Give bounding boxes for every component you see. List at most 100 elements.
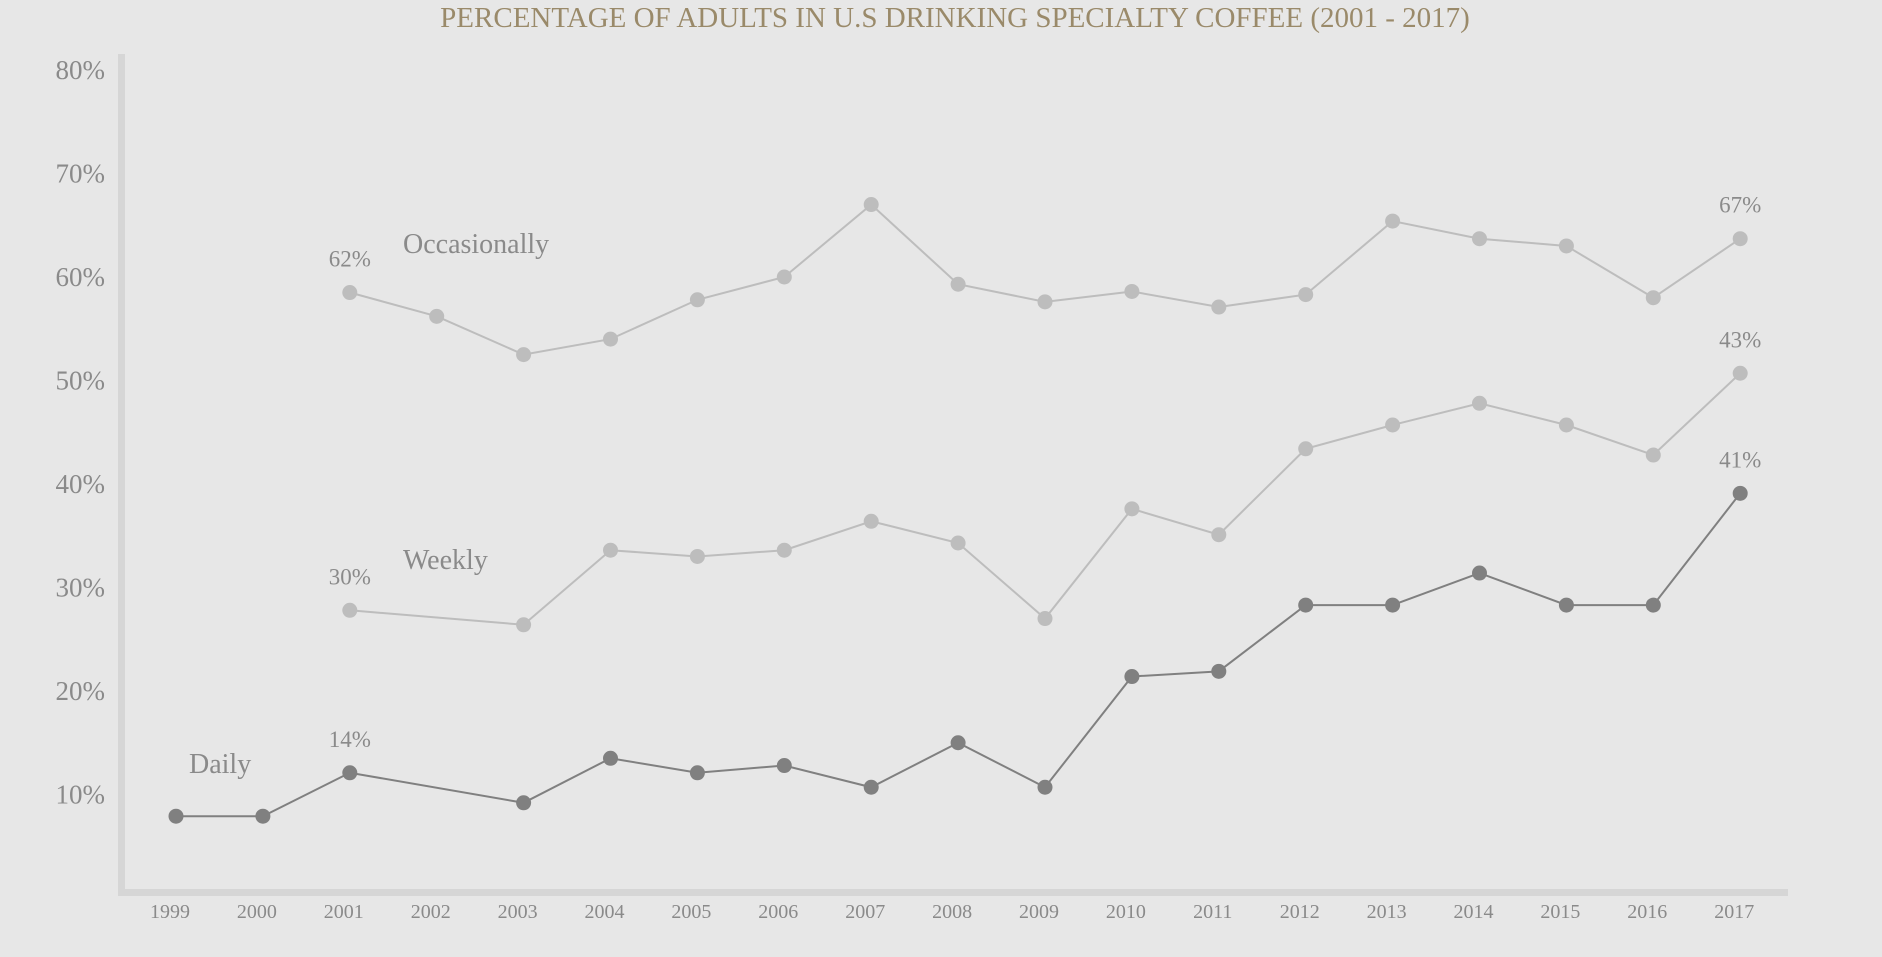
x-tick-label: 2011 <box>1193 901 1232 923</box>
data-point <box>1211 299 1227 315</box>
data-point <box>516 795 532 811</box>
y-tick-labels: 10% 20% 30% 40% 50% 60% 70% 80% <box>56 55 106 810</box>
data-point <box>168 808 184 824</box>
series-occasionally: 62% 67% <box>329 193 1761 363</box>
data-label: 62% <box>329 247 371 272</box>
data-point <box>255 808 271 824</box>
x-tick-label: 2000 <box>237 901 277 923</box>
data-point <box>689 548 705 564</box>
series-label-daily: Daily <box>189 749 251 780</box>
data-point <box>1385 597 1401 613</box>
data-point <box>1124 501 1140 517</box>
x-tick-label: 2009 <box>1019 901 1059 923</box>
data-point <box>1298 287 1314 303</box>
x-tick-label: 2001 <box>324 901 364 923</box>
series-line <box>349 372 1741 626</box>
data-point <box>1558 597 1574 613</box>
data-point <box>950 276 966 292</box>
x-tick-label: 2005 <box>671 901 711 923</box>
data-point <box>603 542 618 558</box>
data-point <box>689 292 705 308</box>
data-point <box>516 617 532 633</box>
y-axis-line <box>118 54 125 896</box>
data-point <box>950 535 966 551</box>
data-point <box>776 542 792 558</box>
data-point <box>1645 290 1661 306</box>
data-point <box>1732 485 1748 501</box>
data-point <box>1211 527 1227 543</box>
y-tick-label: 30% <box>56 573 106 603</box>
series-layer: 62% 67% 30% 43% 14% 41% <box>168 193 1761 824</box>
series-line <box>176 492 1741 818</box>
x-tick-label: 2008 <box>932 901 972 923</box>
data-point <box>1124 283 1140 299</box>
series-label-weekly: Weekly <box>403 545 488 576</box>
series-label-occasionally: Occasionally <box>403 229 549 260</box>
data-label: 14% <box>329 727 371 752</box>
data-label: 43% <box>1719 327 1761 352</box>
data-point <box>776 758 792 774</box>
x-tick-label: 2014 <box>1454 901 1494 923</box>
y-tick-label: 60% <box>56 262 106 292</box>
data-point <box>1645 447 1661 463</box>
chart-title: PERCENTAGE OF ADULTS IN U.S DRINKING SPE… <box>440 2 1470 34</box>
data-point <box>1385 213 1401 229</box>
series-daily: 14% 41% <box>168 447 1761 824</box>
y-tick-label: 40% <box>56 469 106 499</box>
data-point <box>863 513 879 529</box>
x-tick-label: 2010 <box>1106 901 1146 923</box>
data-point <box>1385 417 1401 433</box>
data-point <box>1732 231 1748 247</box>
data-point <box>342 602 358 618</box>
data-point <box>342 285 358 301</box>
x-tick-label: 2017 <box>1714 901 1754 923</box>
data-label: 67% <box>1719 193 1761 218</box>
x-tick-label: 2013 <box>1367 901 1407 923</box>
x-tick-label: 2012 <box>1280 901 1320 923</box>
x-axis-line <box>118 889 1788 896</box>
series-weekly: 30% 43% <box>329 327 1761 633</box>
x-tick-label: 2003 <box>498 901 538 923</box>
data-point <box>1472 395 1487 411</box>
series-name-labels: Occasionally Weekly Daily <box>189 229 549 780</box>
data-point <box>1732 365 1748 381</box>
data-point <box>1472 565 1487 581</box>
data-point <box>603 331 618 347</box>
axes <box>118 54 1788 896</box>
x-tick-label: 2016 <box>1627 901 1667 923</box>
data-point <box>1298 597 1314 613</box>
data-point <box>1037 779 1053 795</box>
y-tick-label: 80% <box>56 55 106 85</box>
x-tick-labels: 1999 2000 2001 2002 2003 2004 2005 2006 2007 2008… <box>150 901 1754 923</box>
data-point <box>689 765 705 781</box>
data-point <box>429 308 445 324</box>
data-point <box>1472 231 1487 247</box>
data-point <box>1037 294 1053 310</box>
x-tick-label: 2006 <box>758 901 798 923</box>
data-point <box>342 765 358 781</box>
data-point <box>950 735 966 751</box>
data-point <box>863 779 879 795</box>
data-point <box>1558 417 1574 433</box>
x-tick-label: 2004 <box>585 901 625 923</box>
x-tick-label: 2007 <box>845 901 885 923</box>
data-point <box>1298 441 1314 457</box>
data-point <box>1037 611 1053 627</box>
y-tick-label: 70% <box>56 159 106 189</box>
data-point <box>1645 597 1661 613</box>
data-point <box>603 750 618 766</box>
data-point <box>1211 663 1227 679</box>
data-point <box>516 347 532 363</box>
data-point <box>863 197 879 213</box>
y-tick-label: 10% <box>56 780 106 810</box>
y-tick-label: 20% <box>56 676 106 706</box>
data-point <box>1124 669 1140 685</box>
x-tick-label: 2002 <box>411 901 451 923</box>
data-point <box>1558 238 1574 254</box>
data-point <box>776 269 792 285</box>
x-tick-label: 1999 <box>150 901 190 923</box>
x-tick-label: 2015 <box>1540 901 1580 923</box>
y-tick-label: 50% <box>56 366 106 396</box>
